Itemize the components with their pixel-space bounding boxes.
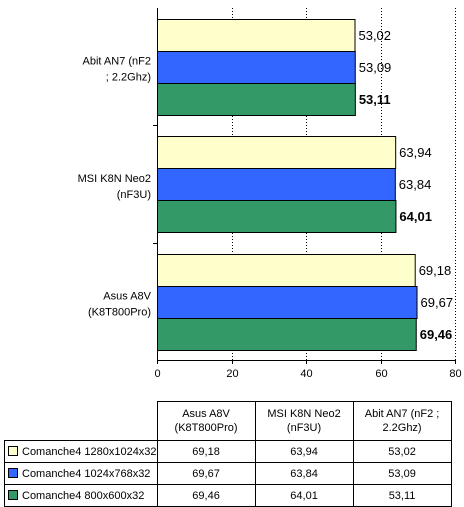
data-label: 53,09	[359, 60, 392, 75]
bar	[157, 286, 418, 319]
data-label: 63,94	[399, 145, 432, 160]
data-table: Asus A8V (K8T800Pro) MSI K8N Neo2 (nF3U) A…	[4, 401, 452, 507]
category-label: ; 2.2Ghz)	[106, 72, 151, 84]
table-cell: 63,94	[254, 440, 354, 463]
bars	[157, 19, 418, 351]
table-row: Comanche4 1024x768x32 69,67 63,84 53,09	[4, 462, 452, 485]
table-header: MSI K8N Neo2 (nF3U)	[254, 401, 354, 441]
category-label: MSI K8N Neo2	[78, 173, 151, 185]
table-cell: 63,84	[254, 462, 354, 485]
table-header: Abit AN7 (nF2 ; 2.2Ghz)	[352, 401, 452, 441]
category-label: (K8T800Pro)	[88, 306, 151, 318]
table-cell: 53,11	[352, 484, 452, 507]
legend-entry: Comanche4 800x600x32	[4, 484, 158, 507]
table-header: Asus A8V (K8T800Pro)	[156, 401, 256, 441]
category-label: Asus A8V	[103, 290, 151, 302]
table-cell: 69,46	[156, 484, 256, 507]
table-cell: 69,67	[156, 462, 256, 485]
axes	[153, 8, 456, 364]
data-label: 53,02	[358, 28, 391, 43]
labels: 0 20 40 60 80 53,02 53,09 53,11 Abit AN7 (nF2 ; 2…	[78, 28, 462, 380]
bar	[157, 136, 397, 169]
bar	[157, 318, 417, 351]
data-label: 64,01	[399, 209, 432, 224]
legend-entry: Comanche4 1280x1024x32	[4, 440, 158, 463]
data-label: 69,18	[419, 263, 452, 278]
table-cell: 64,01	[254, 484, 354, 507]
data-label: 69,46	[420, 327, 453, 342]
table-cell: 53,02	[352, 440, 452, 463]
category-label: Abit AN7 (nF2	[83, 56, 151, 68]
x-tick-label: 20	[226, 368, 238, 380]
bar	[157, 254, 416, 287]
data-label: 69,67	[421, 295, 454, 310]
legend-swatch	[8, 467, 18, 478]
data-label: 53,11	[359, 92, 391, 107]
legend-swatch	[8, 445, 18, 456]
legend-entry: Comanche4 1024x768x32	[4, 462, 158, 485]
x-tick-label: 40	[300, 368, 312, 380]
table-row: Comanche4 1280x1024x32 69,18 63,94 53,02	[4, 440, 452, 463]
legend-swatch	[8, 489, 18, 500]
bar	[157, 200, 397, 233]
table-header-row: Asus A8V (K8T800Pro) MSI K8N Neo2 (nF3U) A…	[4, 401, 452, 441]
x-tick-label: 0	[154, 368, 160, 380]
bar	[157, 51, 356, 84]
bar	[157, 168, 396, 201]
bar	[157, 83, 356, 116]
table-cell: 53,09	[352, 462, 452, 485]
table-corner	[4, 401, 158, 441]
data-label: 63,84	[399, 177, 432, 192]
bar-chart: 0 20 40 60 80 53,02 53,09 53,11 Abit AN7 (nF2 ; 2…	[78, 8, 462, 380]
x-tick-label: 60	[375, 368, 387, 380]
category-label: (nF3U)	[117, 189, 151, 201]
x-tick-label: 80	[449, 368, 461, 380]
bar	[157, 19, 356, 52]
table-row: Comanche4 800x600x32 69,46 64,01 53,11	[4, 484, 452, 507]
table-cell: 69,18	[156, 440, 256, 463]
